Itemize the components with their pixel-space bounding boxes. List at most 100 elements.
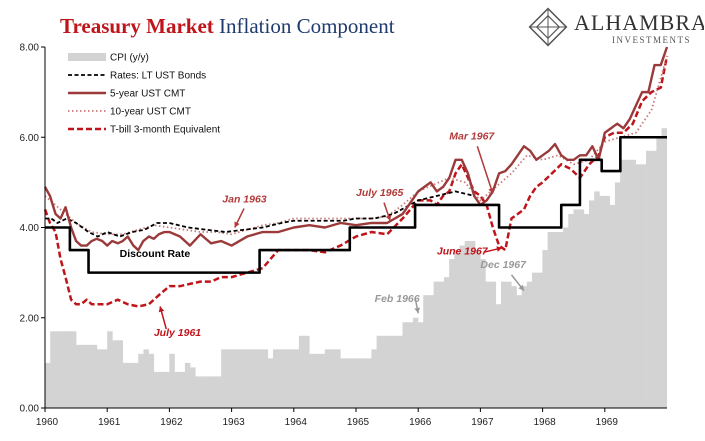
cpi-bar <box>293 349 300 408</box>
cpi-bar <box>304 335 310 408</box>
cpi-bar <box>319 353 326 408</box>
annotation-label: Jan 1963 <box>222 194 267 206</box>
cpi-bar <box>231 349 238 408</box>
cpi-bar <box>76 344 82 408</box>
cpi-bar <box>563 227 569 408</box>
annotation-arrowhead <box>518 284 524 291</box>
annotation-arrowhead <box>488 187 494 194</box>
legend-swatch <box>68 53 106 61</box>
annotation-label: Dec 1967 <box>480 259 527 271</box>
cpi-bar <box>376 335 383 408</box>
cpi-bar <box>247 349 253 408</box>
annotation-arrowhead <box>496 246 503 252</box>
cpi-bar <box>412 317 419 408</box>
series-lines <box>43 46 669 308</box>
cpi-bar <box>138 353 144 408</box>
cpi-bar <box>205 376 212 408</box>
cpi-bar <box>55 331 61 408</box>
cpi-bar <box>169 353 175 408</box>
legend-label: CPI (y/y) <box>110 53 149 64</box>
cpi-bar <box>107 331 113 408</box>
legend-label: Rates: LT UST Bonds <box>110 71 206 82</box>
cpi-bar <box>324 349 331 408</box>
y-tick-label: 2.00 <box>20 313 40 324</box>
cpi-bar <box>521 286 528 408</box>
cpi-bar <box>184 362 191 408</box>
cpi-bar <box>288 349 295 408</box>
x-tick-label: 1966 <box>409 417 432 428</box>
cpi-bar <box>568 213 574 408</box>
y-tick-label: 6.00 <box>20 133 40 144</box>
cpi-bar <box>210 376 217 408</box>
annotation-arrowhead <box>414 307 421 314</box>
annotation-label: Feb 1966 <box>375 293 420 305</box>
cpi-bar <box>91 344 98 408</box>
cpi-bar <box>609 204 616 408</box>
cpi-bar <box>428 295 434 408</box>
y-tick-label: 0.00 <box>20 404 40 415</box>
cpi-bar <box>511 286 517 408</box>
cpi-bar <box>433 281 440 408</box>
cpi-bar <box>81 344 87 408</box>
cpi-bar <box>418 322 424 408</box>
alhambra-logo: ALHAMBRA INVESTMENTS <box>528 7 704 47</box>
cpi-bar <box>542 250 548 408</box>
cpi-bar <box>594 191 600 408</box>
cpi-bar <box>340 358 346 408</box>
x-tick-label: 1969 <box>596 417 619 428</box>
cpi-bar <box>480 259 486 408</box>
cpi-bar <box>283 349 289 408</box>
cpi-bar <box>547 232 554 408</box>
y-tick-label: 4.00 <box>20 223 40 234</box>
cpi-bar <box>174 371 181 408</box>
cpi-bar <box>630 159 636 408</box>
cpi-bar <box>397 335 403 408</box>
cpi-bar <box>423 295 429 408</box>
cpi-bar <box>443 277 450 408</box>
cpi-bar <box>241 349 248 408</box>
cpi-bar <box>86 344 92 408</box>
title-part-red: Treasury Market <box>60 14 214 38</box>
cpi-bar <box>262 349 269 408</box>
cpi-bar <box>366 358 372 408</box>
cpi-bar <box>298 335 305 408</box>
cpi-bar <box>45 362 51 408</box>
cpi-bar <box>143 349 149 408</box>
cpi-bar <box>133 362 139 408</box>
cpi-bar <box>158 371 165 408</box>
annotation-arrowhead <box>158 306 165 313</box>
cpi-bar <box>112 340 118 408</box>
cpi-bar <box>153 371 160 408</box>
series-line-5-year-ust-cmt <box>43 46 669 252</box>
annotation-label: June 1967 <box>437 246 489 258</box>
series-line-rates-lt-ust-bonds <box>45 190 482 238</box>
cpi-bar <box>278 349 284 408</box>
logo-name: ALHAMBRA <box>574 10 704 35</box>
cpi-bar <box>620 159 626 408</box>
cpi-bar <box>195 376 201 408</box>
axes: 0.00 2.00 4.00 6.00 8.00 1960 1961 1962 1963 1964… <box>20 43 667 428</box>
legend: CPI (y/y) Rates: LT UST Bonds 5-year UST C… <box>68 53 220 136</box>
cpi-bar <box>101 349 108 408</box>
cpi-bar <box>454 250 460 408</box>
x-tick-label: 1968 <box>533 417 556 428</box>
cpi-bar <box>65 331 72 408</box>
x-tick-label: 1964 <box>285 417 308 428</box>
cpi-bar <box>661 128 668 408</box>
cpi-bar <box>490 281 497 408</box>
annotation-label: Discount Rate <box>120 248 191 260</box>
title-part-blue: Inflation Component <box>219 14 395 38</box>
cpi-bar <box>500 281 507 408</box>
annotation-arrow <box>476 146 494 194</box>
cpi-bar <box>532 272 538 408</box>
chart-title: Treasury Market Inflation Component <box>60 14 395 39</box>
cpi-bar <box>127 362 134 408</box>
cpi-bar <box>475 250 481 408</box>
cpi-bar <box>640 164 647 408</box>
annotations: Discount Rate Jan 1963 July 1965 Mar 1967 Ju… <box>120 131 527 339</box>
cpi-bar <box>164 371 170 408</box>
x-tick-label: 1963 <box>222 417 245 428</box>
x-tick-label: 1967 <box>471 417 494 428</box>
cpi-bar <box>459 245 465 408</box>
annotation-label: July 1961 <box>154 327 201 339</box>
